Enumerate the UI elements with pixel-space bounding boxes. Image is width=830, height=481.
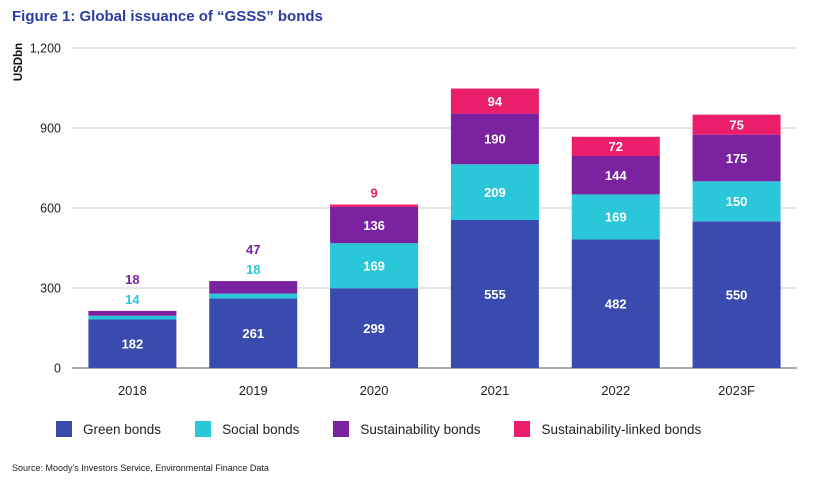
x-axis-ticks: 2018 2019 2020 2021 2022 2023F <box>118 383 755 398</box>
data-label: 482 <box>605 297 627 312</box>
y-axis-ticks: 0 300 600 900 1,200 <box>30 42 61 376</box>
y-tick-label: 300 <box>40 282 61 296</box>
data-label-outside: 47 <box>246 242 260 257</box>
data-label: 550 <box>726 287 748 302</box>
bar-segment <box>209 298 298 368</box>
data-label-outside: 14 <box>125 292 140 307</box>
bar-segment <box>330 206 419 244</box>
bar-segment <box>571 136 660 156</box>
data-label: 136 <box>363 218 385 233</box>
bar-segment <box>330 243 419 289</box>
bar-segment <box>88 310 177 316</box>
x-tick-label: 2022 <box>601 383 630 398</box>
chart-title: Figure 1: Global issuance of “GSSS” bond… <box>12 8 323 25</box>
bars <box>88 88 781 368</box>
bar-segment <box>88 319 177 368</box>
legend-swatch-sustainability-linked <box>514 421 531 437</box>
data-label-outside: 18 <box>125 272 139 287</box>
bar-segment <box>571 156 660 195</box>
data-label: 144 <box>605 168 627 183</box>
legend-swatch-green <box>56 421 72 437</box>
data-labels: 182 18 14 261 47 18 299 169 136 9 555 209 190 94 482 16… <box>122 94 748 352</box>
bar-segment <box>571 239 660 368</box>
bar-segment <box>692 114 781 135</box>
data-label: 75 <box>729 117 743 132</box>
legend-item-green: Green bonds <box>56 421 161 437</box>
legend-swatch-social <box>195 421 212 437</box>
data-label: 72 <box>609 139 623 154</box>
legend-swatch-sustainability <box>333 421 350 437</box>
bar-segment <box>692 221 781 368</box>
gridlines <box>72 47 797 369</box>
bar-segment <box>692 134 781 182</box>
source-note: Source: Moody's Investors Service, Envir… <box>12 463 269 473</box>
y-tick-label: 900 <box>40 122 61 136</box>
bar-segment <box>450 220 539 368</box>
x-tick-label: 2018 <box>118 383 147 398</box>
bar-segment <box>209 293 298 299</box>
legend-item-sustainability-linked: Sustainability-linked bonds <box>514 421 701 437</box>
data-label-outside: 18 <box>246 262 260 277</box>
data-label: 150 <box>726 194 748 209</box>
bar-segment <box>450 164 539 220</box>
legend-item-sustainability: Sustainability bonds <box>333 421 480 437</box>
bar-segment <box>330 204 419 207</box>
legend: Green bonds Social bonds Sustainability … <box>56 421 735 437</box>
data-label: 555 <box>484 287 506 302</box>
bar-segment <box>450 113 539 165</box>
legend-label-sustainability-linked: Sustainability-linked bonds <box>541 421 702 437</box>
y-axis-label: USDbn <box>13 43 25 81</box>
data-label-outside: 9 <box>370 186 377 201</box>
data-label: 190 <box>484 132 506 147</box>
y-tick-label: 600 <box>40 202 61 216</box>
data-label: 182 <box>122 337 144 352</box>
legend-label-sustainability: Sustainability bonds <box>360 421 481 437</box>
data-label: 175 <box>726 151 748 166</box>
bar-segment <box>571 194 660 240</box>
bar-segment <box>330 288 419 368</box>
data-label: 261 <box>242 326 264 341</box>
y-tick-label: 0 <box>54 362 61 376</box>
x-tick-label: 2023F <box>718 383 755 398</box>
bar-segment <box>88 315 177 320</box>
legend-item-social: Social bonds <box>195 421 299 437</box>
data-label: 169 <box>363 259 385 274</box>
bar-segment <box>692 181 781 222</box>
legend-label-green: Green bonds <box>83 421 162 437</box>
bar-segment <box>209 281 298 294</box>
bar-segment <box>450 88 539 114</box>
data-label: 209 <box>484 185 506 200</box>
x-tick-label: 2019 <box>239 383 268 398</box>
data-label: 94 <box>488 94 503 109</box>
legend-label-social: Social bonds <box>222 421 300 437</box>
x-tick-label: 2020 <box>360 383 389 398</box>
x-tick-label: 2021 <box>480 383 509 398</box>
y-tick-label: 1,200 <box>30 42 61 56</box>
data-label: 169 <box>605 210 627 225</box>
data-label: 299 <box>363 321 385 336</box>
